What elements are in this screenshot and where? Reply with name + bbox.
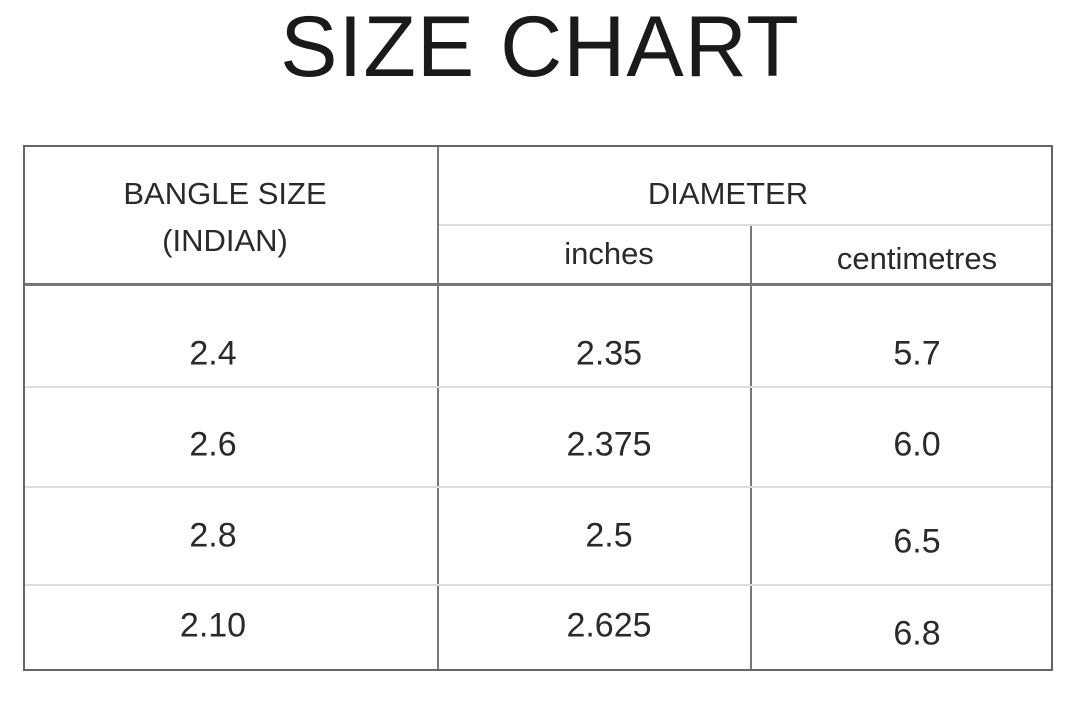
cell-inches: 2.35 (575, 334, 643, 373)
row-divider (25, 386, 1051, 388)
cell-inches: 2.375 (566, 425, 652, 464)
column-divider (750, 225, 752, 669)
size-table: BANGLE SIZE (INDIAN) DIAMETER inches cen… (23, 145, 1053, 671)
cell-cm: 6.5 (893, 522, 941, 561)
header-centimetres: centimetres (836, 241, 998, 276)
header-divider (25, 283, 1051, 286)
row-divider (25, 486, 1051, 488)
header-inches: inches (564, 236, 654, 271)
column-divider (437, 147, 439, 669)
cell-size: 2.8 (189, 516, 237, 555)
cell-size: 2.6 (189, 425, 237, 464)
cell-size: 2.4 (189, 334, 237, 373)
cell-inches: 2.625 (566, 606, 652, 645)
header-diameter: DIAMETER (647, 176, 809, 211)
cell-inches: 2.5 (585, 516, 633, 555)
header-indian: (INDIAN) (162, 223, 288, 258)
cell-cm: 6.8 (893, 614, 941, 653)
header-bangle-size: BANGLE SIZE (123, 176, 327, 211)
page-title: SIZE CHART (280, 0, 800, 95)
subheader-divider (439, 224, 1051, 226)
row-divider (25, 584, 1051, 586)
cell-size: 2.10 (179, 606, 247, 645)
cell-cm: 6.0 (893, 425, 941, 464)
cell-cm: 5.7 (893, 334, 941, 373)
